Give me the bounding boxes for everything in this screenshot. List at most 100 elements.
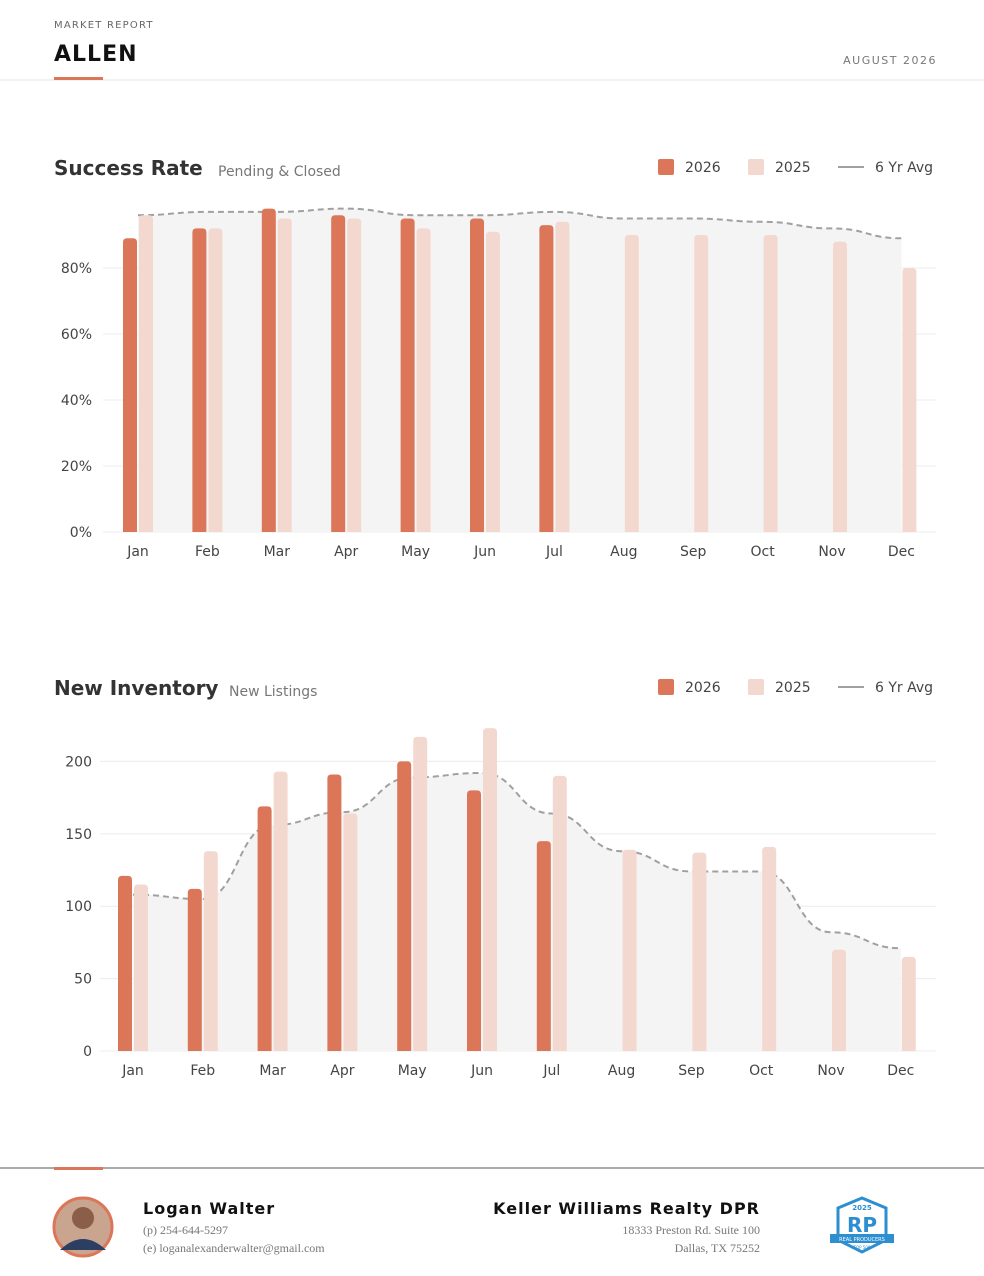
y-tick-label: 80% xyxy=(61,261,92,277)
agent-name: Logan Walter xyxy=(143,1199,275,1218)
avg-line xyxy=(132,772,901,950)
agent-email: (e) loganalexanderwalter@gmail.com xyxy=(143,1241,325,1255)
agent-photo-face xyxy=(72,1207,94,1229)
bar xyxy=(413,736,428,1051)
x-tick-label: Apr xyxy=(334,544,358,560)
report-title: ALLEN xyxy=(54,42,138,67)
badge-text: REAL PRODUCERS xyxy=(839,1237,885,1243)
bar xyxy=(331,215,346,532)
legend-swatch xyxy=(658,159,674,175)
x-tick-label: Jul xyxy=(542,1063,560,1079)
y-tick-label: 100 xyxy=(65,899,92,915)
legend-label: 6 Yr Avg xyxy=(875,680,933,696)
bar xyxy=(552,775,567,1051)
x-tick-label: Nov xyxy=(817,1063,844,1079)
x-tick-label: Oct xyxy=(749,1063,774,1079)
x-tick-label: Jul xyxy=(545,544,563,560)
legend-label: 2026 xyxy=(685,160,721,176)
x-tick-label: Apr xyxy=(330,1063,354,1079)
bar xyxy=(347,218,362,532)
bar xyxy=(343,813,358,1051)
charts: Success Rate Pending & Closed 0% 20% 40% 60% 8… xyxy=(54,156,936,1079)
y-tick-label: 40% xyxy=(61,393,92,409)
bar xyxy=(536,841,551,1051)
x-tick-label: Sep xyxy=(680,544,707,560)
bar xyxy=(763,235,778,532)
bar xyxy=(400,218,415,532)
chart-title: Success Rate xyxy=(54,156,203,180)
bar xyxy=(694,235,709,532)
bar xyxy=(118,875,132,1051)
bar xyxy=(762,846,777,1051)
y-tick-label: 0% xyxy=(70,525,92,541)
bar xyxy=(470,218,484,532)
x-tick-label: Nov xyxy=(818,544,845,560)
bar xyxy=(203,851,218,1051)
bar xyxy=(692,852,707,1051)
bar xyxy=(123,238,137,533)
bar xyxy=(901,956,916,1051)
bar xyxy=(416,228,431,532)
bar xyxy=(273,771,288,1051)
x-tick-label: Feb xyxy=(190,1063,215,1079)
y-tick-label: 200 xyxy=(65,754,92,770)
accent xyxy=(54,1167,103,1170)
y-tick-label: 150 xyxy=(65,827,92,843)
legend-label: 2026 xyxy=(685,680,721,696)
bar xyxy=(622,849,637,1051)
bar xyxy=(832,949,846,1051)
y-tick-label: 60% xyxy=(61,327,92,343)
bar xyxy=(277,218,292,532)
bar xyxy=(187,888,202,1051)
avg-area xyxy=(133,773,901,1051)
x-tick-label: Aug xyxy=(610,544,637,560)
bar xyxy=(555,221,570,533)
x-tick-label: Feb xyxy=(195,544,220,560)
legend-swatch xyxy=(748,159,764,175)
x-tick-label: Oct xyxy=(750,544,775,560)
x-tick-label: May xyxy=(398,1063,427,1079)
bar xyxy=(261,208,276,532)
bar xyxy=(397,761,412,1051)
bar xyxy=(902,268,917,532)
y-tick-label: 50 xyxy=(74,972,92,988)
bar xyxy=(327,774,342,1051)
agent-phone: (p) 254-644-5297 xyxy=(143,1223,228,1237)
x-tick-label: Jun xyxy=(473,544,496,560)
y-tick-label: 0 xyxy=(83,1044,92,1060)
company-name: Keller Williams Realty DPR xyxy=(493,1199,760,1218)
bar xyxy=(833,241,847,532)
bar xyxy=(624,235,639,532)
badge-logo: RP xyxy=(847,1213,877,1237)
accent xyxy=(54,77,103,80)
chart-title: New Inventory xyxy=(54,676,218,700)
legend-label: 2025 xyxy=(775,680,811,696)
bar xyxy=(139,215,153,532)
bar xyxy=(486,231,500,532)
chart-subtitle: New Listings xyxy=(229,684,317,700)
x-tick-label: Mar xyxy=(264,544,291,560)
avg-area xyxy=(138,208,902,532)
bar xyxy=(257,806,272,1051)
badge-year: 2025 xyxy=(852,1204,872,1212)
legend-label: 6 Yr Avg xyxy=(875,160,933,176)
company-address: 18333 Preston Rd. Suite 100 xyxy=(622,1223,760,1237)
report-date: AUGUST 2026 xyxy=(843,54,937,67)
bar xyxy=(483,728,497,1051)
legend-swatch xyxy=(658,679,674,695)
x-tick-label: Aug xyxy=(608,1063,635,1079)
x-tick-label: Mar xyxy=(259,1063,286,1079)
x-tick-label: Jun xyxy=(470,1063,493,1079)
legend-swatch xyxy=(748,679,764,695)
bar xyxy=(192,228,207,532)
x-tick-label: Jan xyxy=(121,1063,144,1079)
report-label: MARKET REPORT xyxy=(54,20,154,31)
x-tick-label: Sep xyxy=(678,1063,705,1079)
bar xyxy=(208,228,223,532)
x-tick-label: Dec xyxy=(888,544,915,560)
company-city: Dallas, TX 75252 xyxy=(675,1241,760,1255)
chart-subtitle: Pending & Closed xyxy=(218,164,341,180)
badge-rank: TOP 500 xyxy=(853,1245,871,1250)
